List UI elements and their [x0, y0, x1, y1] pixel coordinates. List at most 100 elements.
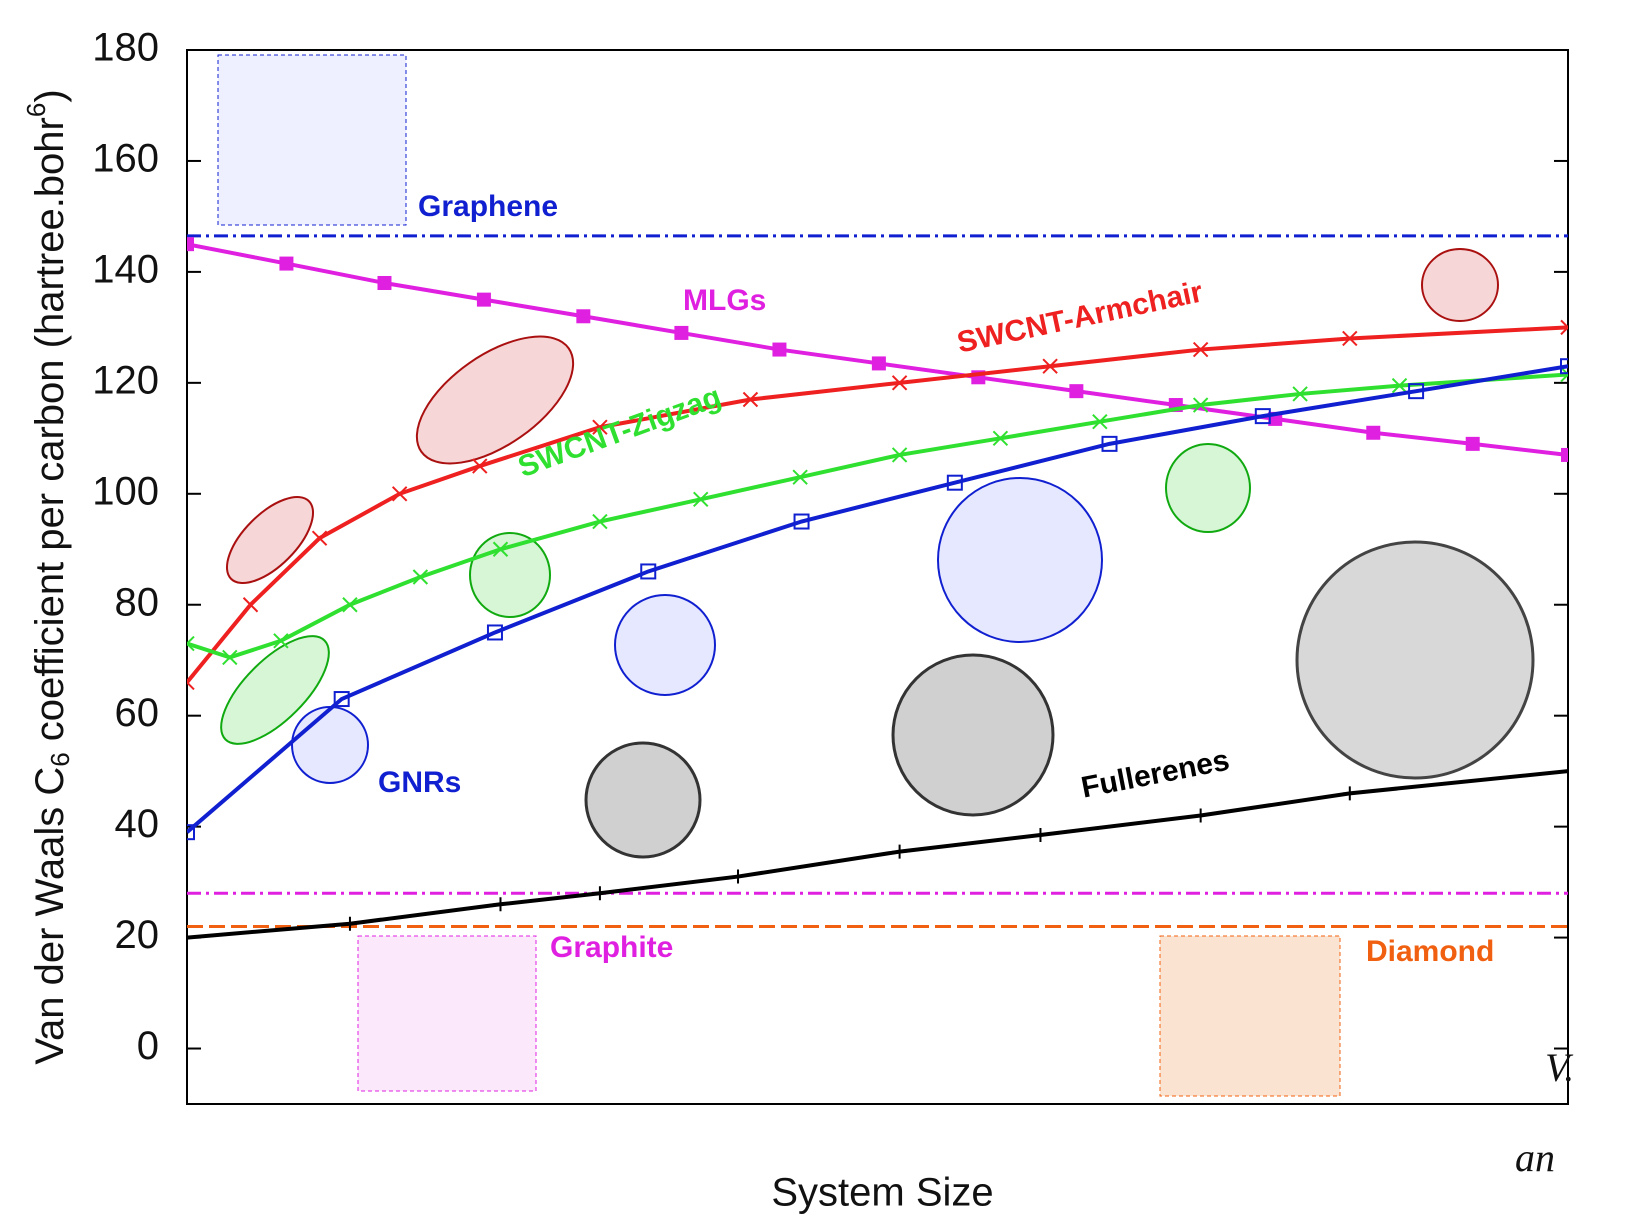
marker	[1254, 408, 1271, 425]
graphite-image	[357, 935, 537, 1092]
marker	[1193, 808, 1208, 823]
marker	[486, 624, 503, 641]
marker	[1391, 377, 1408, 394]
plot-area	[187, 234, 1568, 945]
marker	[187, 930, 194, 945]
marker	[279, 256, 294, 271]
y-label-script: 6	[21, 103, 51, 117]
nanotube-image	[225, 495, 315, 585]
marker	[871, 356, 886, 371]
y-tick-label: 0	[137, 1024, 159, 1068]
marker	[891, 375, 908, 391]
marker	[493, 897, 508, 912]
nanotube-image	[415, 335, 575, 465]
marker	[592, 419, 608, 435]
marker	[476, 292, 491, 307]
marker	[1292, 386, 1308, 402]
flake-image	[291, 706, 369, 784]
reference-label: Diamond	[1366, 935, 1494, 968]
series-label: GNRs	[378, 766, 461, 799]
marker	[892, 844, 907, 859]
y-tick-label: 120	[92, 358, 159, 402]
flake-image	[937, 477, 1103, 643]
marker	[391, 486, 408, 502]
marker	[187, 237, 194, 252]
marker	[273, 633, 289, 649]
flake-image	[614, 594, 716, 696]
marker	[772, 342, 787, 357]
nanotube-image	[1165, 443, 1251, 533]
marker	[1092, 413, 1108, 430]
marker	[242, 597, 259, 613]
series-label: Fullerenes	[1079, 744, 1233, 805]
marker	[1192, 397, 1209, 413]
marker	[792, 469, 808, 485]
marker	[640, 563, 657, 580]
citation: an	[1515, 1135, 1555, 1180]
marker	[311, 530, 328, 546]
marker	[946, 474, 963, 491]
y-label-script: 6	[45, 752, 75, 766]
marker	[492, 541, 509, 557]
y-tick-label: 80	[115, 580, 160, 624]
plot-frame	[186, 49, 1569, 1105]
marker	[1101, 435, 1118, 452]
marker	[592, 886, 607, 901]
marker	[592, 513, 608, 530]
fullerene-image	[891, 653, 1055, 817]
y-tick-label: 40	[115, 802, 160, 846]
fullerene-image	[1295, 540, 1535, 780]
y-tick-label: 180	[92, 26, 159, 70]
marker	[187, 674, 195, 691]
series-line	[187, 769, 1568, 940]
structure-illustrations	[217, 54, 1535, 1097]
marker	[342, 916, 357, 931]
marker	[1069, 384, 1084, 399]
y-tick-label: 60	[115, 691, 160, 735]
marker	[1561, 764, 1568, 779]
marker	[1342, 786, 1357, 801]
marker	[793, 513, 810, 530]
series-label: MLGs	[683, 284, 766, 317]
marker	[1408, 383, 1425, 400]
y-label-part: coefficient per carbon (hartree.bohr	[28, 117, 72, 752]
y-tick-label: 20	[115, 913, 160, 957]
y-tick-label: 140	[92, 247, 159, 291]
marker	[674, 325, 689, 340]
marker	[731, 869, 746, 884]
marker	[187, 824, 195, 841]
marker	[1561, 447, 1568, 462]
series-line	[187, 364, 1568, 834]
marker	[412, 569, 429, 585]
marker	[1192, 341, 1209, 358]
marker	[693, 491, 709, 508]
marker	[377, 275, 392, 290]
fullerene-image	[584, 741, 702, 859]
marker	[1342, 330, 1358, 347]
marker	[1560, 319, 1568, 336]
nanotube-image	[220, 635, 330, 745]
y-label-part: Van der Waals C	[28, 767, 72, 1065]
marker	[1560, 358, 1568, 375]
y-tick-label: 100	[92, 469, 159, 513]
marker	[992, 430, 1009, 447]
reference-label: Graphite	[550, 931, 673, 964]
series-line	[187, 372, 1568, 660]
y-axis-label: Van der Waals C6 coefficient per carbon …	[21, 89, 75, 1064]
series-line	[187, 242, 1568, 457]
marker	[222, 649, 238, 666]
diamond-image	[1159, 935, 1341, 1097]
marker	[1042, 358, 1058, 374]
marker	[342, 597, 358, 613]
series-line	[187, 325, 1568, 684]
marker	[742, 391, 759, 408]
y-tick-label: 160	[92, 137, 159, 181]
marker	[472, 458, 488, 474]
citation: V.	[1545, 1045, 1574, 1090]
marker	[187, 635, 195, 652]
nanotube-image	[1421, 248, 1499, 322]
marker	[891, 447, 908, 463]
marker	[1033, 827, 1048, 842]
series-label: SWCNT-Armchair	[954, 275, 1206, 359]
